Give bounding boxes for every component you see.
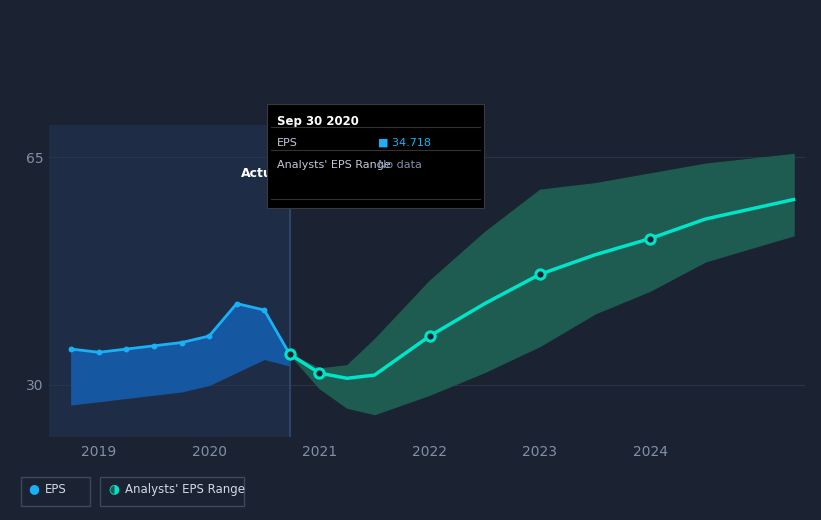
Point — [65, 345, 78, 353]
Point — [534, 270, 547, 279]
Point — [283, 350, 296, 358]
Point — [120, 345, 133, 353]
Text: ■ 34.718: ■ 34.718 — [378, 138, 431, 148]
Point — [230, 300, 243, 308]
Point — [203, 332, 216, 340]
Point — [175, 339, 188, 347]
Text: Analysts' EPS Range: Analysts' EPS Range — [277, 160, 391, 170]
Point — [283, 350, 296, 358]
Text: ●: ● — [29, 483, 39, 495]
Point — [258, 306, 271, 314]
Text: Sep 30 2020: Sep 30 2020 — [277, 115, 359, 128]
Text: Analysts' EPS Range: Analysts' EPS Range — [125, 484, 245, 496]
Text: Analysts Forecasts: Analysts Forecasts — [296, 167, 413, 180]
Text: EPS: EPS — [277, 138, 297, 148]
Text: ◑: ◑ — [108, 483, 119, 495]
Point — [423, 332, 436, 340]
Point — [92, 348, 105, 357]
Text: Actual: Actual — [241, 167, 285, 180]
Text: ●: ● — [108, 483, 119, 495]
Point — [148, 342, 161, 350]
Bar — [49, 125, 290, 437]
Point — [313, 369, 326, 377]
Point — [644, 235, 657, 243]
Text: No data: No data — [378, 160, 421, 170]
Text: EPS: EPS — [45, 484, 67, 496]
